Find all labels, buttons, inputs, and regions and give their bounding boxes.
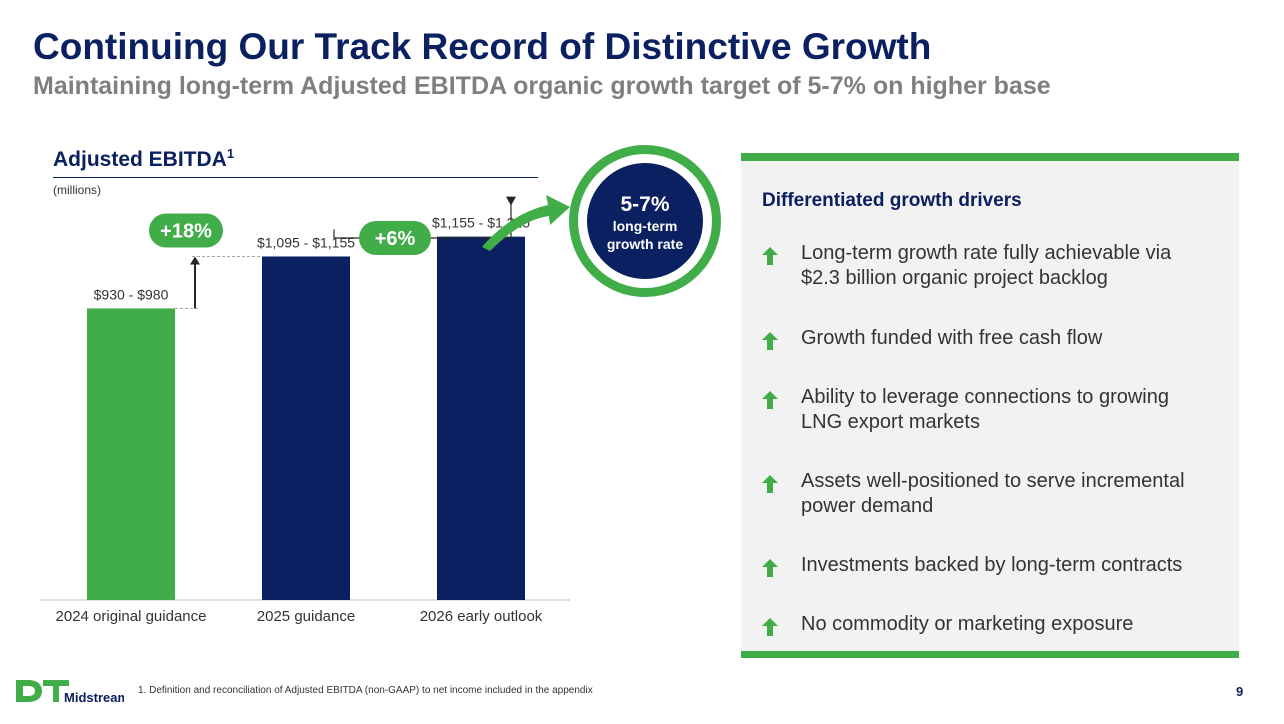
growth-pill-6: [359, 221, 431, 255]
driver-item: No commodity or marketing exposure: [762, 612, 1222, 637]
driver-line-2: power demand: [801, 495, 934, 517]
driver-text: Growth funded with free cash flow: [801, 326, 1102, 351]
growth-pill-18: [149, 213, 223, 248]
page-title: Continuing Our Track Record of Distincti…: [33, 26, 932, 67]
category-label-3: 2026 early outlook: [420, 608, 543, 625]
driver-text: Investments backed by long-term contract…: [801, 553, 1182, 578]
growth-arrow-head: [190, 256, 200, 265]
driver-text: Assets well-positioned to serve incremen…: [801, 469, 1185, 519]
dt-midstream-logo: Midstream: [16, 680, 124, 705]
logo-wordmark: Midstream: [64, 690, 124, 705]
data-label-2: $1,095 - $1,155: [257, 234, 355, 250]
bar-2: [262, 256, 350, 600]
growth-pill-18-label: +18%: [160, 220, 212, 242]
badge-line-1: long-term: [612, 218, 678, 234]
page-subtitle: Maintaining long-term Adjusted EBITDA or…: [33, 72, 1051, 100]
up-arrow-icon: [762, 618, 778, 636]
badge-percent: 5-7%: [620, 193, 670, 216]
data-label-1: $930 - $980: [94, 286, 169, 302]
ebitda-bar-chart: $930 - $980 2024 original guidance $1,095 …: [40, 196, 570, 625]
driver-item: Long-term growth rate fully achievable v…: [762, 241, 1222, 291]
chart-title-text: Adjusted EBITDA: [53, 148, 227, 171]
up-arrow-icon: [762, 391, 778, 409]
driver-line-1: Assets well-positioned to serve incremen…: [801, 470, 1185, 492]
driver-text: Ability to leverage connections to growi…: [801, 385, 1169, 435]
badge-center: 5-7% long-term growth rate: [587, 163, 703, 279]
chart-units: (millions): [53, 183, 101, 197]
chart-title: Adjusted EBITDA1: [53, 146, 234, 172]
driver-item: Assets well-positioned to serve incremen…: [762, 469, 1222, 519]
growth-rate-badge: 5-7% long-term growth rate: [569, 145, 721, 297]
panel-heading: Differentiated growth drivers: [762, 190, 1022, 211]
driver-line-1: No commodity or marketing exposure: [801, 613, 1134, 635]
chart-title-rule: [53, 177, 538, 178]
bar-1: [87, 308, 175, 600]
bar-3: [437, 236, 525, 600]
driver-line-1: Investments backed by long-term contract…: [801, 554, 1183, 576]
growth-drivers-panel: Differentiated growth drivers Long-term …: [741, 153, 1239, 658]
up-arrow-icon: [762, 332, 778, 350]
badge-ring-gap: 5-7% long-term growth rate: [578, 154, 712, 288]
driver-line-2: $2.3 billion organic project backlog: [801, 267, 1108, 289]
driver-line-1: Long-term growth rate fully achievable v…: [801, 242, 1172, 264]
up-arrow-icon: [762, 559, 778, 577]
footnote: 1. Definition and reconciliation of Adju…: [138, 685, 593, 696]
category-label-2: 2025 guidance: [257, 608, 355, 625]
chart-title-footnote-marker: 1: [226, 146, 235, 161]
driver-line-1: Ability to leverage connections to growi…: [801, 386, 1169, 408]
growth-pill-6-label: +6%: [375, 228, 416, 250]
growth-bracket-arrow-head: [506, 196, 516, 206]
driver-item: Ability to leverage connections to growi…: [762, 385, 1222, 435]
page-number: 9: [1236, 684, 1244, 699]
curved-arrow-icon: [482, 195, 570, 251]
curved-arrow-shaft: [482, 195, 570, 251]
category-label-1: 2024 original guidance: [56, 608, 207, 625]
driver-text: Long-term growth rate fully achievable v…: [801, 241, 1171, 291]
badge-line-2: growth rate: [606, 236, 684, 252]
up-arrow-icon: [762, 247, 778, 265]
driver-item: Growth funded with free cash flow: [762, 326, 1222, 351]
driver-item: Investments backed by long-term contract…: [762, 553, 1222, 578]
driver-line-2: LNG export markets: [801, 411, 980, 433]
driver-text: No commodity or marketing exposure: [801, 612, 1133, 637]
up-arrow-icon: [762, 475, 778, 493]
driver-line-1: Growth funded with free cash flow: [801, 327, 1103, 349]
